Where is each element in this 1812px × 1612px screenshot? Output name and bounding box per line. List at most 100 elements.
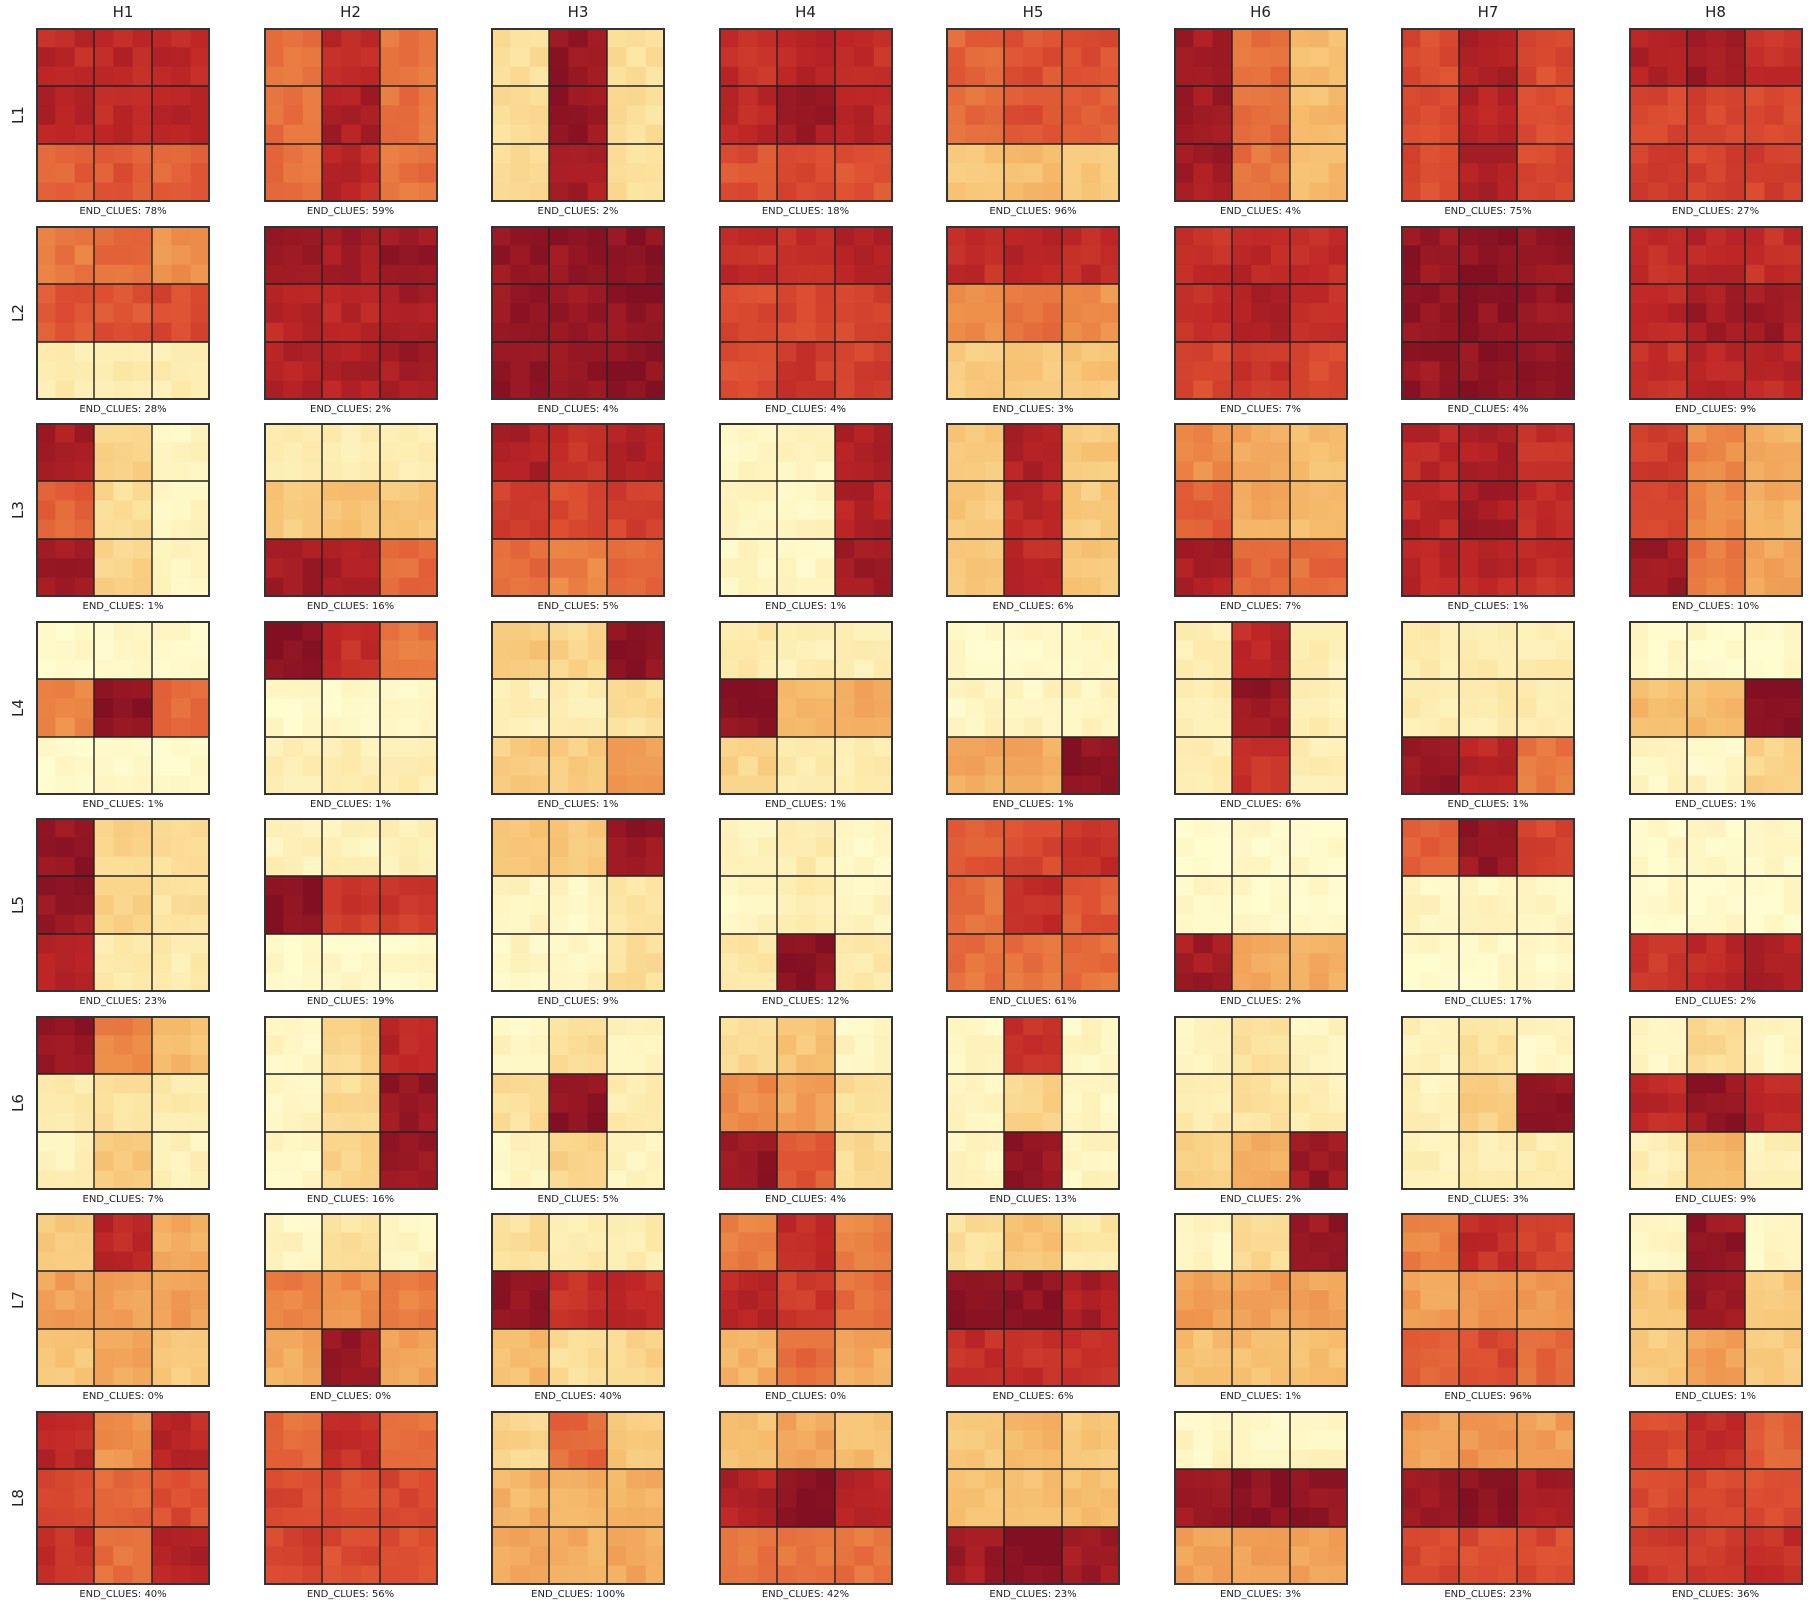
heatmap-cell	[1686, 47, 1707, 68]
heatmap-cell	[1478, 182, 1499, 202]
heatmap-cell	[1536, 895, 1557, 916]
heatmap-svg	[36, 1015, 210, 1190]
heatmap-cell	[853, 1329, 874, 1349]
heatmap-cell	[587, 876, 608, 896]
heatmap-cell	[510, 1112, 531, 1132]
heatmap-cell	[1004, 1232, 1024, 1253]
heatmap-cell	[1250, 856, 1271, 877]
heatmap-cell	[321, 144, 342, 164]
heatmap-cell	[776, 1271, 797, 1291]
heatmap-cell	[1783, 283, 1803, 304]
heatmap-cell	[1536, 225, 1557, 246]
heatmap-cell	[171, 775, 192, 795]
heatmap-cell	[1744, 1150, 1765, 1171]
heatmap-cell	[645, 163, 665, 184]
heatmap-cell	[1289, 972, 1310, 992]
heatmap-cell	[1647, 1131, 1668, 1152]
heatmap-cell	[1173, 66, 1194, 87]
heatmap-cell	[776, 678, 797, 699]
heatmap-cell	[1289, 500, 1310, 521]
heatmap-cell	[510, 1232, 531, 1253]
heatmap-cell	[1459, 1150, 1479, 1171]
heatmap-cell	[263, 442, 284, 463]
heatmap-cell	[398, 423, 419, 443]
heatmap-cell	[1763, 818, 1784, 838]
heatmap-cell	[718, 500, 739, 521]
heatmap-cell	[946, 461, 966, 482]
heatmap-cell	[171, 659, 192, 679]
heatmap-cell	[1686, 1015, 1707, 1036]
heatmap-cell	[1308, 423, 1329, 443]
heatmap-cell	[626, 1131, 647, 1152]
heatmap-cell	[587, 1271, 608, 1291]
heatmap-cell	[1439, 697, 1460, 718]
heatmap-cell	[1308, 1092, 1329, 1113]
heatmap-cell	[360, 1348, 380, 1369]
heatmap-cell	[529, 1213, 550, 1233]
heatmap-cell	[491, 1150, 511, 1171]
heatmap-cell	[36, 1251, 56, 1272]
heatmap-cell	[1023, 1015, 1044, 1036]
heatmap-cell	[1497, 302, 1518, 323]
heatmap-cell	[302, 28, 322, 48]
panel-border	[263, 620, 438, 795]
heatmap-cell	[1439, 1329, 1460, 1349]
heatmap-cell	[1308, 1213, 1329, 1233]
heatmap-cell	[1250, 1150, 1271, 1171]
heatmap-cell	[607, 620, 627, 641]
heatmap-cell	[263, 717, 284, 737]
heatmap-cell	[1270, 1309, 1290, 1330]
heatmap-cell	[1231, 1213, 1252, 1233]
heatmap-cell	[302, 302, 322, 323]
heatmap-cell	[568, 717, 589, 737]
heatmap-cell	[776, 341, 797, 362]
column-header-h4: H4	[795, 3, 816, 21]
heatmap-cell	[1328, 818, 1348, 838]
heatmap-cell	[1536, 856, 1557, 877]
heatmap-cell	[1420, 163, 1441, 184]
heatmap-cell	[1212, 577, 1232, 597]
heatmap-cell	[737, 1367, 758, 1387]
heatmap-cell	[510, 1271, 531, 1291]
heatmap-cell	[795, 697, 816, 718]
heatmap-cell	[873, 244, 893, 265]
heatmap-cell	[834, 639, 855, 660]
heatmap-cell	[1231, 1329, 1252, 1349]
heatmap-cell	[1555, 163, 1575, 184]
heatmap-cell	[1420, 1213, 1441, 1233]
heatmap-cell	[113, 423, 134, 443]
heatmap-cell	[1250, 577, 1271, 597]
heatmap-cell	[757, 577, 777, 597]
heatmap-cell	[853, 66, 874, 87]
heatmap-cell	[1497, 86, 1518, 106]
heatmap-cell	[776, 105, 797, 126]
heatmap-cell	[1212, 972, 1232, 992]
heatmap-cell	[1420, 1150, 1441, 1171]
heatmap-cell	[737, 755, 758, 776]
heatmap-cell	[626, 1054, 647, 1074]
heatmap-cell	[1250, 442, 1271, 463]
heatmap-cell	[873, 697, 893, 718]
heatmap-cell	[1081, 1054, 1102, 1074]
heatmap-cell	[757, 953, 777, 974]
heatmap-cell	[190, 558, 210, 579]
heatmap-cell	[1536, 1213, 1557, 1233]
heatmap-svg	[946, 1015, 1120, 1190]
heatmap-cell	[418, 1092, 438, 1113]
heatmap-cell	[55, 461, 76, 482]
heatmap-cell	[302, 360, 322, 381]
heatmap-cell	[587, 442, 608, 463]
heatmap-cell	[263, 895, 284, 916]
heatmap-cell	[776, 620, 797, 641]
heatmap-cell	[718, 1232, 739, 1253]
heatmap-cell	[398, 697, 419, 718]
heatmap-cell	[263, 639, 284, 660]
heatmap-cell	[795, 1251, 816, 1272]
heatmap-cell	[834, 1271, 855, 1291]
heatmap-cell	[1173, 818, 1194, 838]
heatmap-cell	[776, 539, 797, 559]
heatmap-cell	[607, 341, 627, 362]
heatmap-cell	[1705, 283, 1726, 304]
heatmap-cell	[529, 423, 550, 443]
heatmap-cell	[1062, 1150, 1082, 1171]
